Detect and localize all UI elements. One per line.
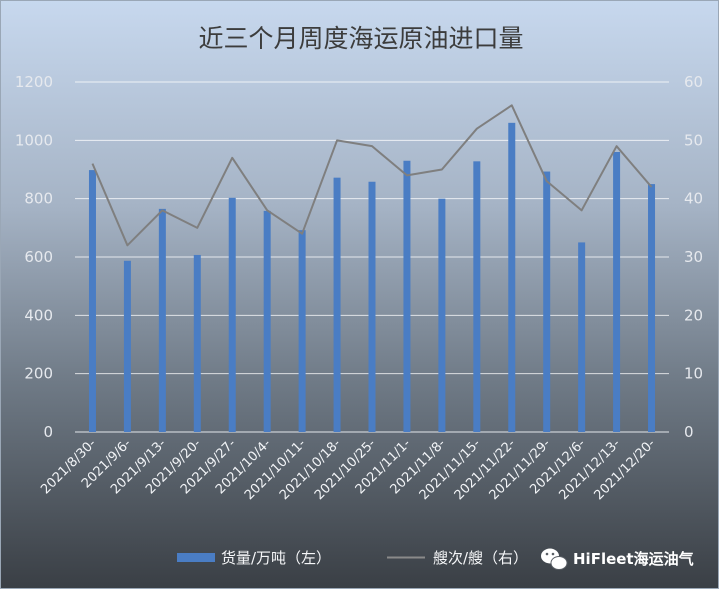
- bar: [158, 208, 166, 432]
- bar: [578, 242, 586, 432]
- bar: [403, 160, 411, 432]
- bar-series: [88, 122, 656, 433]
- bar: [298, 230, 306, 432]
- left-axis-ticks: 0 200 400 600 800 1000 1200: [15, 73, 53, 441]
- watermark-text: HiFleet海运油气: [573, 550, 694, 568]
- legend-swatch-bar: [177, 553, 215, 562]
- bar: [193, 254, 201, 432]
- bar: [333, 177, 341, 432]
- bar: [543, 171, 551, 432]
- bar: [228, 197, 236, 432]
- bar: [368, 181, 376, 432]
- bar: [263, 210, 271, 432]
- bar: [123, 260, 131, 432]
- series-line: [91, 104, 653, 247]
- bar: [438, 198, 446, 432]
- y-left-tick-label: 1200: [15, 73, 53, 91]
- y-right-tick-label: 20: [684, 306, 703, 324]
- bar: [473, 161, 481, 433]
- y-left-tick-label: 1000: [15, 131, 53, 149]
- y-left-tick-label: 400: [24, 306, 53, 324]
- y-right-tick-label: 50: [684, 131, 703, 149]
- x-tick-label: 2021/12/20-: [591, 436, 658, 503]
- chart-title: 近三个月周度海运原油进口量: [198, 24, 523, 53]
- legend: 货量/万吨（左） 艘次/艘（右）: [177, 549, 528, 567]
- bar: [648, 184, 656, 432]
- bar: [508, 122, 516, 432]
- y-right-tick-label: 30: [684, 248, 703, 266]
- bar: [88, 170, 96, 433]
- bar: [613, 152, 621, 432]
- right-axis-ticks: 0 10 20 30 40 50 60: [684, 73, 703, 441]
- y-left-tick-label: 0: [43, 423, 53, 441]
- y-left-tick-label: 600: [24, 248, 53, 266]
- y-left-tick-label: 800: [24, 190, 53, 208]
- y-right-tick-label: 10: [684, 365, 703, 383]
- y-right-tick-label: 40: [684, 190, 703, 208]
- legend-label-line: 艘次/艘（右）: [433, 549, 528, 567]
- y-right-tick-label: 60: [684, 73, 703, 91]
- y-right-tick-label: 0: [684, 423, 694, 441]
- legend-label-bar: 货量/万吨（左）: [221, 549, 331, 567]
- line-series: [91, 104, 653, 247]
- x-axis-ticks: 2021/8/30-2021/9/6-2021/9/13-2021/9/20-2…: [38, 436, 658, 503]
- y-left-tick-label: 200: [24, 365, 53, 383]
- wechat-icon: [541, 548, 568, 570]
- watermark: HiFleet海运油气: [541, 548, 694, 570]
